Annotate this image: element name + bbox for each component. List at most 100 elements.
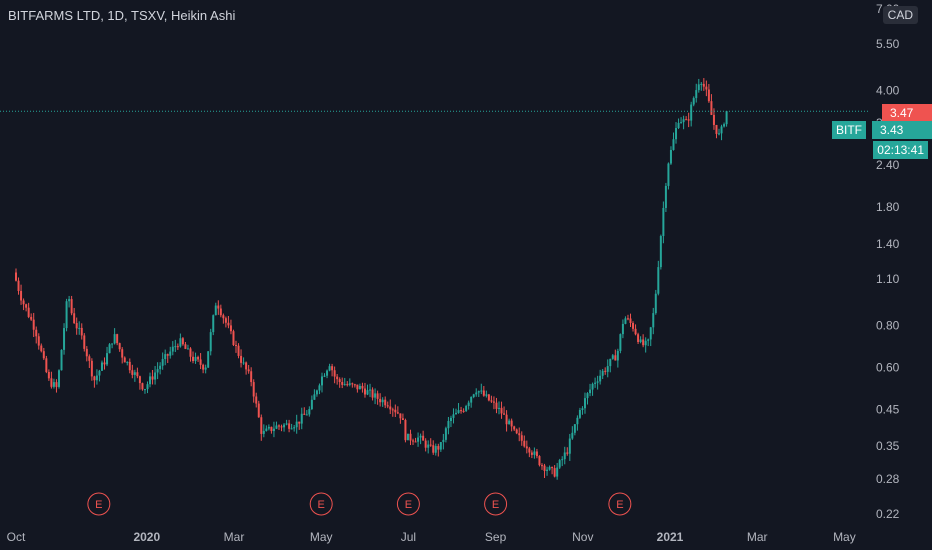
time-tick-label: Sep <box>485 530 507 544</box>
candle-body <box>265 428 268 431</box>
candle-body <box>563 452 566 460</box>
candle-body <box>85 348 88 357</box>
candle-body <box>457 410 460 413</box>
candle-body <box>621 323 624 335</box>
candle-body <box>434 446 437 453</box>
candle-body <box>659 236 662 268</box>
candle-body <box>644 340 647 346</box>
candle-body <box>720 126 723 134</box>
candle-body <box>181 338 184 345</box>
candle-body <box>447 421 450 429</box>
candle-body <box>328 366 331 371</box>
candle-body <box>718 133 721 135</box>
candle-body <box>455 412 458 415</box>
time-tick-label: Mar <box>747 530 768 544</box>
candle-body <box>146 384 149 390</box>
candle-body <box>470 396 473 403</box>
candle-body <box>310 399 313 410</box>
candle-body <box>508 420 511 425</box>
candle-body <box>614 355 617 361</box>
candle-body <box>237 345 240 356</box>
candle-body <box>300 413 303 424</box>
candle-body <box>629 318 632 323</box>
candle-body <box>275 425 278 429</box>
candle-body <box>209 332 212 352</box>
candle-body <box>374 393 377 398</box>
candle-body <box>571 432 574 439</box>
candle-body <box>88 356 91 361</box>
candle-body <box>667 163 670 186</box>
candle-body <box>166 354 169 356</box>
earnings-marker: E <box>309 492 333 516</box>
candle-body <box>566 452 569 454</box>
candle-body <box>118 343 121 350</box>
candle-body <box>154 372 157 380</box>
candle-body <box>106 353 109 365</box>
candle-body <box>50 378 53 387</box>
candle-body <box>548 467 551 470</box>
candle-body <box>391 409 394 411</box>
candle-body <box>30 316 33 320</box>
candle-body <box>100 362 103 371</box>
price-tick-label: 1.10 <box>876 272 900 286</box>
candle-body <box>22 300 25 305</box>
candle-body <box>169 351 172 356</box>
candle-body <box>232 331 235 346</box>
candle-body <box>156 369 159 373</box>
candle-body <box>669 149 672 164</box>
candle-body <box>42 351 45 359</box>
candle-body <box>111 343 114 345</box>
price-tick-label: 5.50 <box>876 37 900 51</box>
time-tick-label: Nov <box>572 530 593 544</box>
current-price-tag: 3.43 <box>872 121 932 139</box>
candle-body <box>477 391 480 393</box>
candle-body <box>116 334 119 344</box>
earnings-marker-label: E <box>616 499 623 511</box>
candle-body <box>500 407 503 414</box>
candle-body <box>444 428 447 440</box>
candle-body <box>207 351 210 368</box>
candle-body <box>401 418 404 420</box>
candle-body <box>318 385 321 391</box>
candle-body <box>131 370 134 375</box>
price-tick-label: 0.28 <box>876 472 900 486</box>
candle-body <box>45 358 48 372</box>
candle-body <box>609 358 612 367</box>
currency-badge[interactable]: CAD <box>882 6 918 24</box>
candle-body <box>186 348 189 350</box>
candle-body <box>503 413 506 415</box>
candle-body <box>700 83 703 85</box>
bar-countdown: 02:13:41 <box>873 141 928 159</box>
candle-body <box>222 315 225 319</box>
candle-body <box>634 328 637 335</box>
candle-body <box>55 382 58 387</box>
candle-body <box>303 413 306 415</box>
candle-body <box>690 104 693 121</box>
candle-body <box>705 86 708 90</box>
candle-body <box>128 361 131 371</box>
candle-body <box>40 345 43 352</box>
candle-body <box>126 361 129 363</box>
candle-body <box>151 376 154 380</box>
candle-body <box>495 402 498 409</box>
candle-body <box>255 396 258 404</box>
candle-body <box>257 403 260 418</box>
candle-body <box>295 421 298 428</box>
price-tick-label: 1.80 <box>876 200 900 214</box>
candle-body <box>68 299 71 302</box>
candle-body <box>576 417 579 425</box>
candle-body <box>348 383 351 385</box>
candle-body <box>235 345 238 347</box>
candle-body <box>338 379 341 382</box>
candle-body <box>270 426 273 432</box>
candle-body <box>594 382 597 384</box>
candle-body <box>513 426 516 430</box>
candle-body <box>121 349 124 358</box>
candle-body <box>376 393 379 399</box>
candle-body <box>133 372 136 375</box>
candle-body <box>649 327 652 340</box>
candle-body <box>525 446 528 449</box>
symbol-legend[interactable]: BITFARMS LTD, 1D, TSXV, Heikin Ashi <box>8 8 236 23</box>
candle-body <box>414 441 417 443</box>
